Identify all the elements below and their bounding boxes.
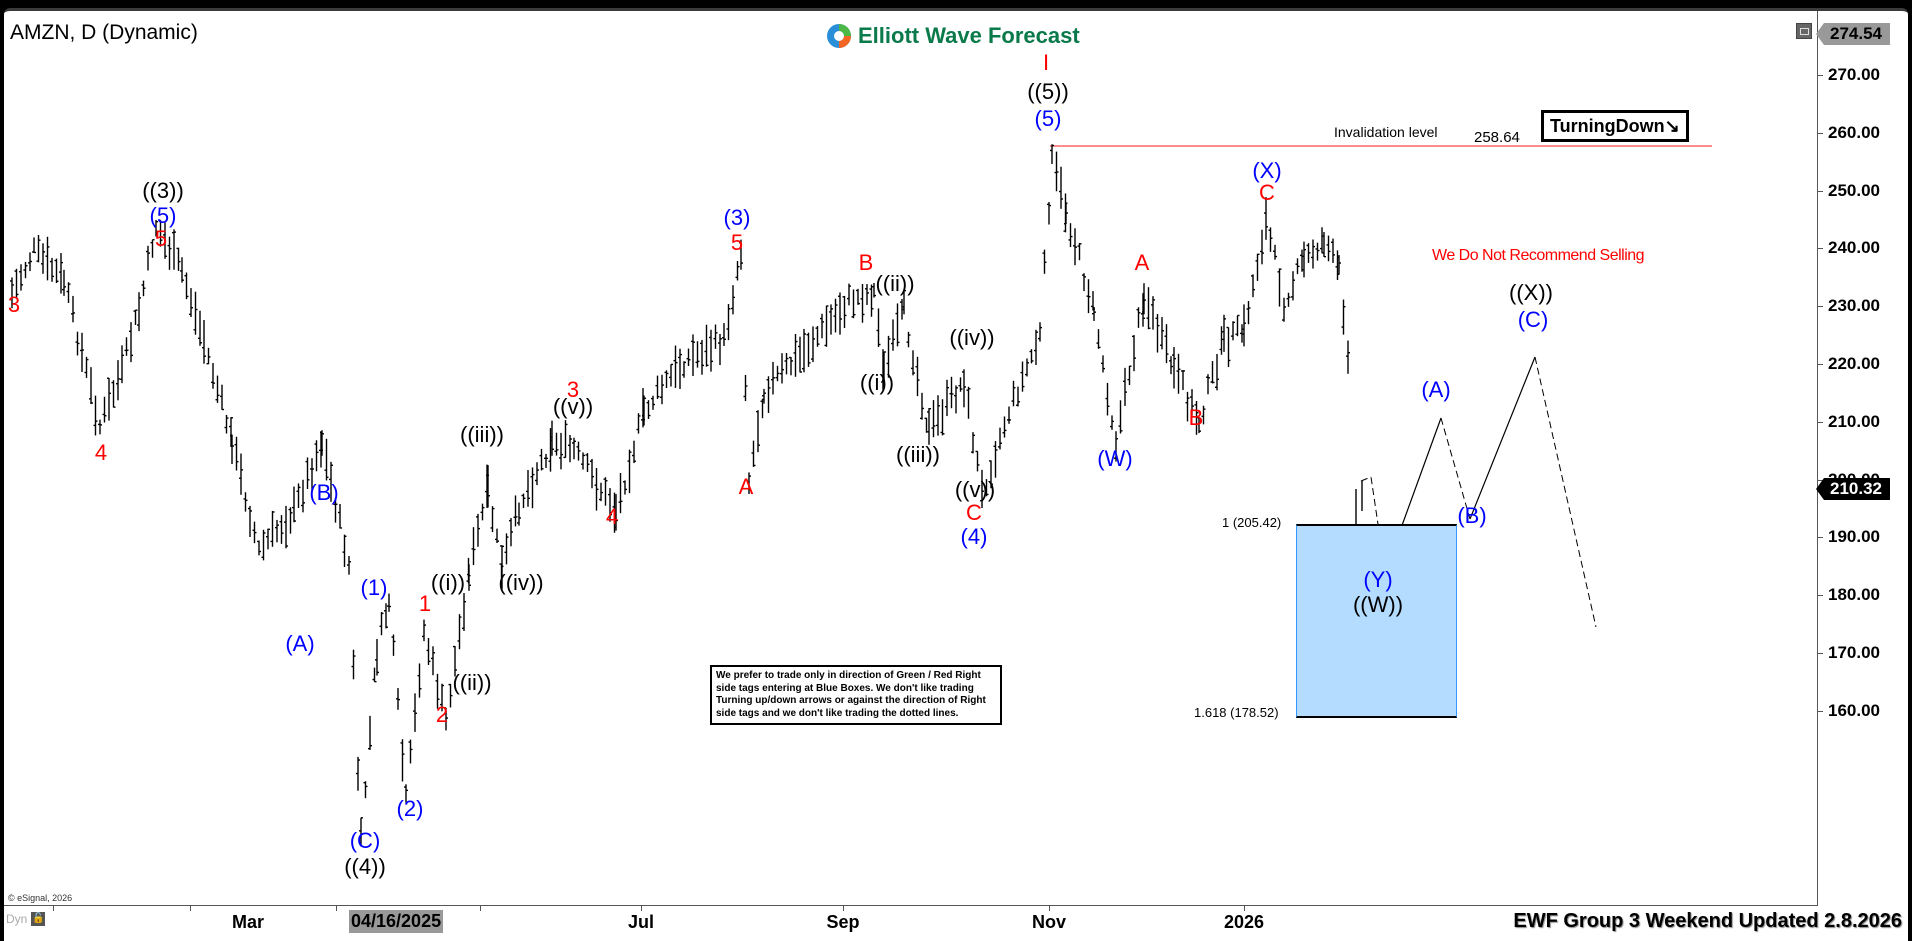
wave-label: C: [1259, 180, 1275, 205]
wave-label: (B): [309, 480, 339, 505]
wave-label: (4): [960, 524, 988, 549]
lock-icon[interactable]: 🔓: [31, 912, 46, 926]
dyn-label: Dyn: [6, 912, 28, 926]
wave-label: C: [966, 500, 982, 525]
wave-label: ((v)): [954, 477, 996, 502]
y-tick-label: 190.00: [1828, 527, 1880, 547]
x-label-mar: Mar: [231, 912, 265, 932]
y-tick-mark: [1818, 710, 1823, 712]
high-price-tag: 274.54: [1816, 23, 1890, 45]
chart-window: AMZN, D (Dynamic) Elliott Wave Forecast …: [4, 8, 1908, 941]
wave-label: (2): [396, 796, 424, 821]
y-tick-label: 240.00: [1828, 238, 1880, 258]
wave-label: B: [858, 250, 874, 275]
wave-label: (5): [149, 203, 177, 228]
wave-label: 5: [154, 226, 168, 251]
dyn-toggle[interactable]: Dyn 🔓: [6, 912, 46, 926]
y-tick-mark: [1818, 364, 1823, 365]
y-tick-label: 160.00: [1828, 700, 1880, 720]
wave-label: ((iv)): [949, 325, 995, 350]
y-tick-mark: [1818, 653, 1823, 654]
wave-label: (X): [1252, 158, 1282, 183]
wave-label: ((iii)): [896, 442, 940, 467]
invalidation-label: Invalidation level: [1334, 124, 1438, 140]
y-tick-label: 250.00: [1828, 180, 1880, 200]
wave-label: ((W)): [1352, 592, 1404, 617]
fib-1618-label: 1.618 (178.52): [1194, 705, 1279, 720]
wave-label: ((4)): [344, 854, 386, 879]
wave-label: ((i)): [859, 370, 895, 395]
wave-label: A: [738, 474, 754, 499]
restore-window-icon[interactable]: [1796, 23, 1812, 39]
cursor-date: 04/16/2025: [349, 910, 444, 933]
wave-label: 3: [7, 292, 21, 317]
y-tick-mark: [1818, 595, 1823, 597]
wave-label: (1): [360, 575, 388, 600]
no-recommend-text: We Do Not Recommend Selling: [1432, 247, 1645, 264]
wave-label: 3: [566, 377, 580, 402]
x-label-sep: Sep: [826, 912, 860, 932]
wave-label: ((ii)): [452, 670, 492, 695]
turning-down-badge: TurningDown↘: [1541, 110, 1689, 142]
wave-label: B: [1188, 405, 1204, 430]
blue-box-zone: [1296, 524, 1457, 718]
wave-label: 4: [605, 504, 619, 529]
y-tick-mark: [1818, 190, 1823, 192]
y-tick-mark: [1818, 248, 1823, 250]
last-price-tag: 210.32: [1816, 478, 1890, 500]
wave-label: (3): [723, 205, 751, 230]
wave-label: 2: [435, 702, 449, 727]
chart-title: AMZN, D (Dynamic): [10, 21, 198, 44]
plot-area[interactable]: AMZN, D (Dynamic) Elliott Wave Forecast …: [4, 11, 1818, 906]
wave-label: (Y): [1363, 567, 1393, 592]
wave-label: A: [1134, 250, 1150, 275]
wave-label: (C): [1517, 307, 1549, 332]
wave-label: ((X)): [1509, 280, 1553, 305]
y-tick-label: 270.00: [1828, 65, 1880, 84]
fib-1-label: 1 (205.42): [1222, 515, 1282, 530]
y-tick-mark: [1818, 132, 1823, 134]
y-tick-mark: [1818, 421, 1823, 423]
wave-label: (5): [1034, 106, 1062, 131]
x-label-jul: Jul: [627, 912, 655, 932]
wave-label: 5: [730, 230, 744, 255]
y-tick-label: 210.00: [1828, 411, 1880, 431]
copyright: © eSignal, 2026: [8, 893, 73, 903]
wave-label: 4: [94, 440, 108, 465]
wave-label: (B): [1457, 503, 1487, 528]
arrow-down-right-icon: ↘: [1664, 116, 1680, 136]
turning-label: TurningDown: [1550, 116, 1665, 136]
wave-label: ((ii)): [875, 271, 915, 296]
x-label-2026: 2026: [1223, 912, 1265, 932]
wave-label: (W): [1097, 446, 1133, 471]
y-tick-mark: [1818, 75, 1823, 76]
wave-label: (A): [285, 631, 315, 656]
wave-label: ((iv)): [498, 570, 544, 595]
y-tick-label: 170.00: [1828, 643, 1880, 662]
wave-label: (C): [349, 828, 381, 853]
disclaimer-box: We prefer to trade only in direction of …: [710, 665, 1002, 725]
wave-label: ((3)): [142, 178, 184, 203]
wave-label: ((iii)): [460, 422, 504, 447]
wave-label: ((v)): [552, 394, 594, 419]
y-tick-label: 230.00: [1828, 296, 1880, 316]
footer-update: EWF Group 3 Weekend Updated 2.8.2026: [1513, 910, 1902, 932]
wave-label: 1: [418, 591, 432, 616]
y-tick-label: 180.00: [1828, 585, 1880, 605]
logo: Elliott Wave Forecast: [826, 23, 1080, 49]
wave-label: ((5)): [1027, 79, 1069, 104]
price-axis[interactable]: 274.54 270.00 260.00 250.00 240.00 230.00 220…: [1816, 11, 1908, 905]
y-tick-mark: [1818, 306, 1823, 308]
time-axis[interactable]: Dyn 🔓 Mar May 04/16/2025 Jul Sep Nov 202…: [4, 906, 1908, 941]
y-tick-label: 220.00: [1828, 354, 1880, 373]
x-label-nov: Nov: [1031, 912, 1067, 932]
logo-swirl-icon: [827, 24, 851, 48]
wave-label: ((i)): [430, 570, 466, 595]
invalidation-value: 258.64: [1474, 129, 1520, 146]
wave-label: (A): [1421, 377, 1451, 402]
logo-text: Elliott Wave Forecast: [858, 23, 1080, 48]
y-tick-mark: [1818, 537, 1823, 539]
y-tick-label: 260.00: [1828, 122, 1880, 142]
wave-label: I: [1042, 50, 1050, 75]
